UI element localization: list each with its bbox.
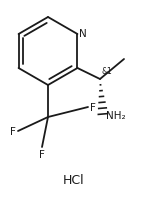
Text: F: F — [10, 126, 16, 136]
Text: HCl: HCl — [63, 174, 85, 187]
Text: F: F — [90, 102, 96, 113]
Text: F: F — [39, 149, 45, 159]
Text: N: N — [79, 29, 87, 39]
Text: &1: &1 — [102, 67, 113, 76]
Text: NH₂: NH₂ — [106, 110, 126, 120]
